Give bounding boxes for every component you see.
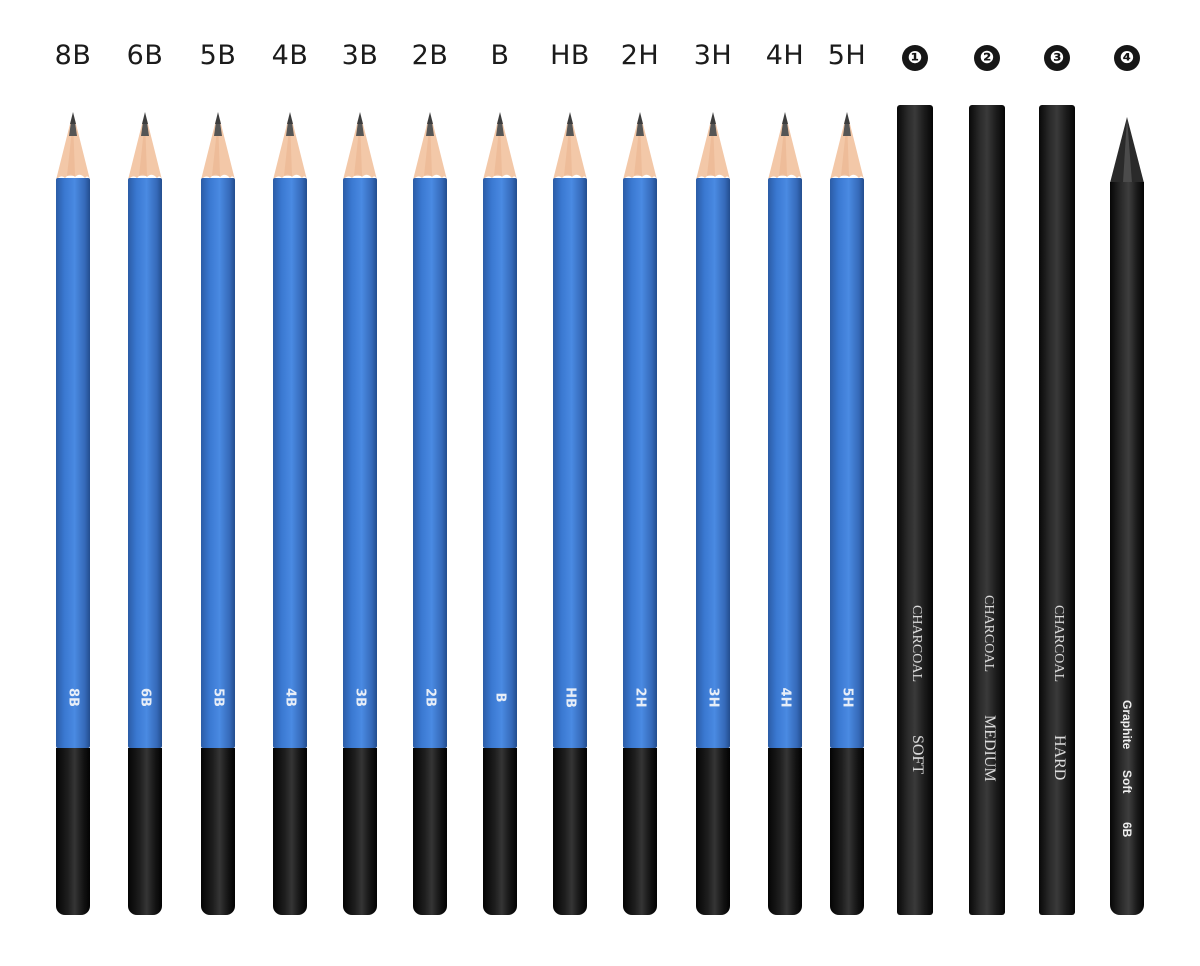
grade-label: 4B <box>271 40 309 71</box>
pencil-end-cap <box>830 748 864 915</box>
pencil-grade-stamp: 4B <box>282 688 298 707</box>
graphite-brand-label: Graphite <box>1120 700 1134 750</box>
charcoal-stick <box>1039 105 1075 915</box>
grade-label: 2B <box>411 40 449 71</box>
pencil-grade-stamp: HB <box>562 687 578 708</box>
pencil-tip <box>270 110 310 182</box>
pencil-barrel: 2B <box>413 178 447 748</box>
pencil-grade-stamp: 5B <box>210 688 226 707</box>
graphite-pencil-tip <box>1107 115 1147 185</box>
grade-label: 3H <box>693 40 733 71</box>
charcoal-stick-label: CHARCOAL <box>981 595 996 673</box>
pencil-grade-stamp: 3B <box>352 688 368 707</box>
pencil-grade-stamp: B <box>492 692 508 703</box>
pencil-tip <box>53 110 93 182</box>
grade-label: 4H <box>765 40 805 71</box>
pencil-grade-stamp: 6B <box>137 688 153 707</box>
grade-label: 5B <box>199 40 237 71</box>
item-number-badge: ❶ <box>902 45 928 71</box>
pencil-barrel: 8B <box>56 178 90 748</box>
pencil-barrel: B <box>483 178 517 748</box>
pencil-barrel: 4B <box>273 178 307 748</box>
charcoal-stick <box>969 105 1005 915</box>
pencil-tip <box>410 110 450 182</box>
charcoal-stick-label: CHARCOAL <box>1051 605 1066 683</box>
pencil-barrel: 6B <box>128 178 162 748</box>
grade-label: 5H <box>827 40 867 71</box>
charcoal-stick-hardness: HARD <box>1051 735 1068 781</box>
graphite-grade-label: 6B <box>1120 822 1134 838</box>
pencil-tip <box>693 110 733 182</box>
pencil-grade-stamp: 5H <box>839 687 855 708</box>
pencil-end-cap <box>273 748 307 915</box>
pencil-grade-stamp: 4H <box>777 687 793 708</box>
pencil-end-cap <box>413 748 447 915</box>
pencil-barrel: 5B <box>201 178 235 748</box>
grade-label: HB <box>550 40 590 71</box>
grade-label: B <box>490 40 510 71</box>
item-number-badge: ❸ <box>1044 45 1070 71</box>
charcoal-stick-hardness: SOFT <box>909 735 926 775</box>
pencil-end-cap <box>56 748 90 915</box>
pencil-end-cap <box>696 748 730 915</box>
pencil-end-cap <box>623 748 657 915</box>
pencil-grade-stamp: 3H <box>705 687 721 708</box>
pencil-barrel: 3B <box>343 178 377 748</box>
grade-label: 2H <box>620 40 660 71</box>
pencil-end-cap <box>768 748 802 915</box>
pencil-tip <box>550 110 590 182</box>
pencil-tip <box>125 110 165 182</box>
pencil-barrel: 5H <box>830 178 864 748</box>
grade-label: 8B <box>54 40 92 71</box>
pencil-grade-stamp: 2B <box>422 688 438 707</box>
pencil-end-cap <box>483 748 517 915</box>
grade-label: 3B <box>341 40 379 71</box>
pencil-end-cap <box>128 748 162 915</box>
charcoal-stick-hardness: MEDIUM <box>981 715 998 782</box>
pencil-end-cap <box>343 748 377 915</box>
graphite-type-label: Soft <box>1120 770 1134 794</box>
pencil-end-cap <box>553 748 587 915</box>
pencil-tip <box>480 110 520 182</box>
pencil-barrel: HB <box>553 178 587 748</box>
pencil-tip <box>340 110 380 182</box>
pencil-tip <box>827 110 867 182</box>
pencil-barrel: 4H <box>768 178 802 748</box>
pencil-barrel: 2H <box>623 178 657 748</box>
charcoal-stick <box>897 105 933 915</box>
pencil-grade-stamp: 8B <box>65 688 81 707</box>
pencil-barrel: 3H <box>696 178 730 748</box>
item-number-badge: ❹ <box>1114 45 1140 71</box>
pencil-tip <box>765 110 805 182</box>
pencil-end-cap <box>201 748 235 915</box>
pencil-tip <box>620 110 660 182</box>
woodless-graphite-pencil <box>1110 182 1144 915</box>
grade-label: 6B <box>126 40 164 71</box>
pencil-tip <box>198 110 238 182</box>
pencil-grade-stamp: 2H <box>632 687 648 708</box>
charcoal-stick-label: CHARCOAL <box>909 605 924 683</box>
item-number-badge: ❷ <box>974 45 1000 71</box>
